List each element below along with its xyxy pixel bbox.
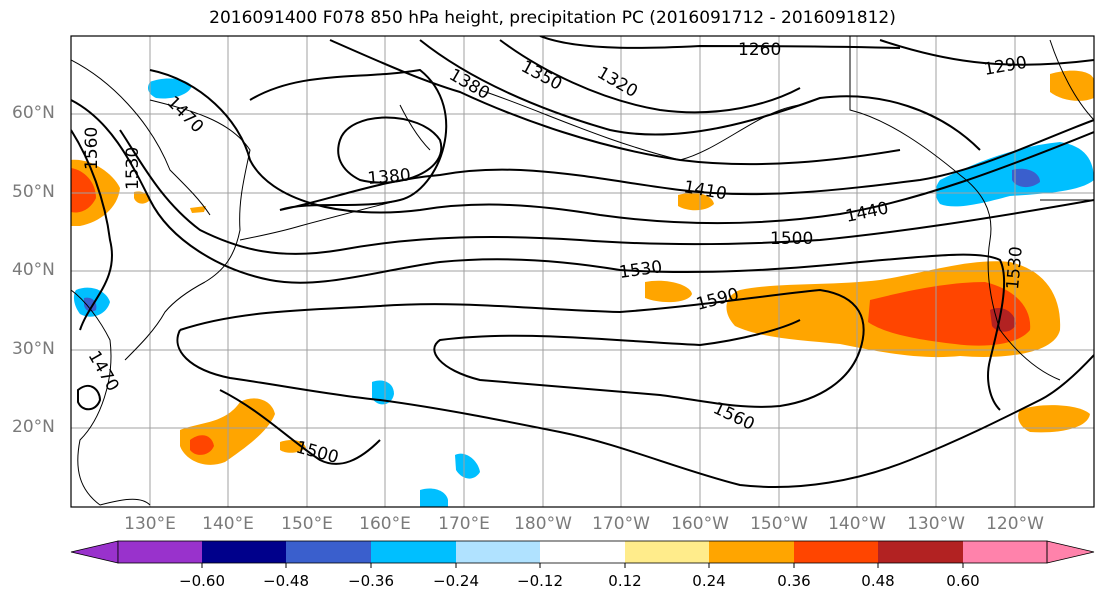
coastlines [71,36,1094,506]
colorbar-tick-label: 0.24 [692,572,726,590]
lon-label: 140°W [828,514,886,534]
colorbar-tick-label: −0.24 [433,572,479,590]
lon-label: 150°W [750,514,808,534]
precip-patch [280,440,306,453]
lon-label: 180°W [514,514,572,534]
lon-label: 150°E [281,514,333,534]
precip-patch [148,78,192,99]
colorbar-tick-label: 0.48 [861,572,895,590]
precip-patch [990,307,1016,332]
colorbar-segment [286,541,371,563]
colorbar-extend-low [70,540,119,564]
colorbar-tick-label: −0.60 [179,572,225,590]
colorbar-segment [202,541,286,563]
contour-label: 1500 [770,229,813,249]
map-title: 2016091400 F078 850 hPa height, precipit… [209,8,896,28]
precip-patch [372,380,394,405]
colorbar-tick-label: 0.36 [777,572,811,590]
precip-patch [1018,405,1090,433]
lat-label: 60°N [12,103,55,123]
lat-label: 30°N [12,339,55,359]
precip-patch [645,280,692,303]
colorbar [70,540,1095,568]
colorbar-segment [794,541,878,563]
lon-label: 130°E [124,514,176,534]
colorbar-segment [625,541,709,563]
precip-patch [71,168,96,213]
colorbar-tick-label: −0.12 [517,572,563,590]
lon-label: 120°W [986,514,1044,534]
contour-label: 1530 [1003,246,1027,291]
precip-patch [678,192,714,211]
lon-label: 160°E [359,514,411,534]
colorbar-tick-label: −0.36 [348,572,394,590]
contour-label: 1560 [82,127,102,170]
precip-patch [1012,168,1040,188]
contour-labels: 1260 1290 1320 1350 1380 1380 1410 1440 … [82,40,1028,468]
colorbar-segment [371,541,456,563]
colorbar-segment [540,541,625,563]
lon-label: 140°E [202,514,254,534]
precip-patch [420,488,448,507]
precip-patch [868,282,1031,346]
colorbar-tick-label: −0.48 [263,572,309,590]
lat-label: 20°N [12,417,55,437]
colorbar-segment [709,541,794,563]
colorbar-segment [963,541,1047,563]
colorbar-tick-label: 0.12 [608,572,642,590]
contour-label: 1380 [367,165,412,189]
precip-patch [1050,70,1094,101]
precip-patch [84,297,97,312]
lon-label: 130°W [907,514,965,534]
lon-label: 170°E [438,514,490,534]
lat-label: 40°N [12,260,55,280]
colorbar-extend-high [1046,540,1095,564]
height-contours [71,36,1094,488]
colorbar-segment [456,541,540,563]
contour-label: 1260 [738,40,781,60]
lat-label: 50°N [12,182,55,202]
precip-patch [190,435,214,455]
contour-label: 1530 [123,147,143,190]
precipitation-shading [71,70,1094,507]
precip-patch [134,191,150,204]
colorbar-segment [118,541,202,563]
lon-label: 170°W [592,514,650,534]
lon-label: 160°W [671,514,729,534]
colorbar-segment [878,541,963,563]
colorbar-tick-label: 0.60 [946,572,980,590]
precip-patch [455,453,480,479]
precip-patch [190,206,206,213]
